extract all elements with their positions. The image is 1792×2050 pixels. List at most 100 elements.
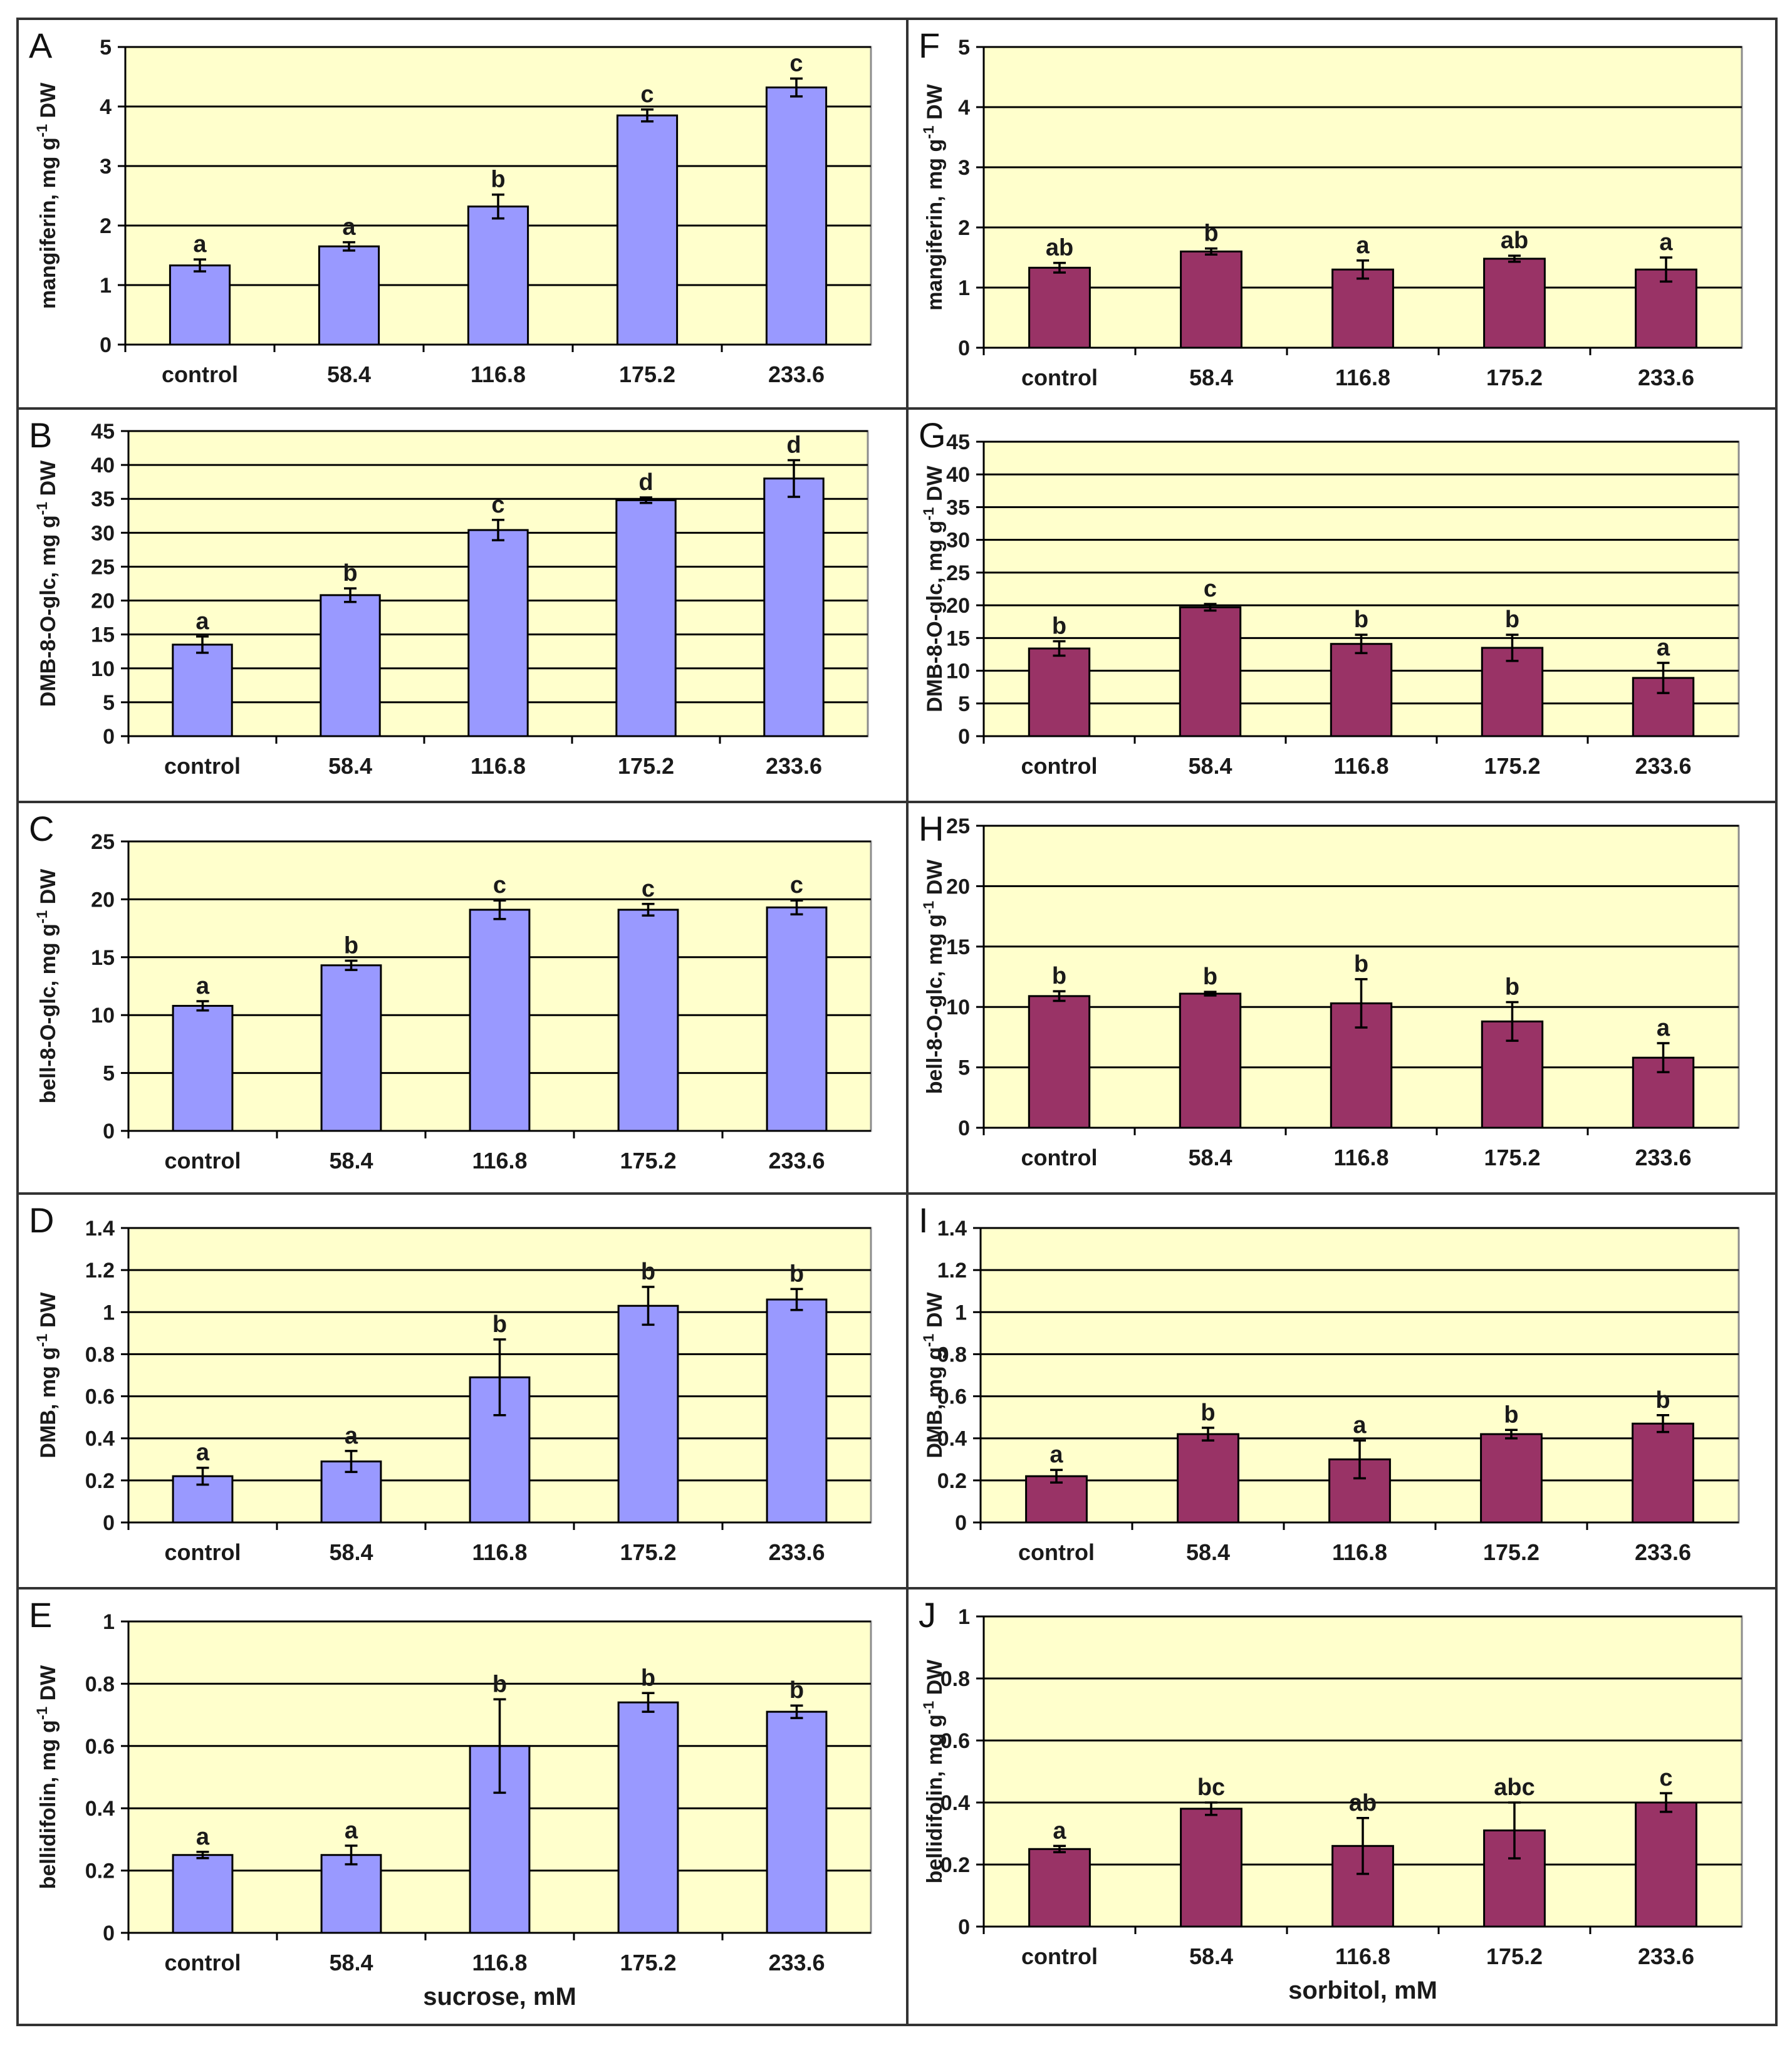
y-tick-label: 1.4: [937, 1217, 967, 1241]
y-tick-label: 5: [958, 692, 970, 716]
bar: [1180, 1808, 1242, 1928]
y-tick-label: 0.8: [85, 1672, 115, 1696]
y-tick-label: 0.8: [937, 1343, 967, 1366]
error-bar: [492, 519, 504, 541]
bar: [172, 1004, 234, 1132]
bar: [467, 529, 529, 737]
y-tick-label: 5: [100, 36, 112, 60]
x-category-label: control: [1021, 365, 1098, 390]
y-tick-label: 0.2: [85, 1860, 115, 1883]
panel-label: B: [29, 415, 52, 455]
error-bar: [1657, 662, 1670, 694]
y-tick-label: 30: [91, 521, 115, 545]
y-axis-title: mangiferin, mg g-1 DW: [34, 82, 61, 309]
significance-letter: b: [641, 1665, 655, 1691]
significance-letter: b: [1504, 1402, 1518, 1428]
significance-letter: c: [1659, 1765, 1672, 1791]
panel-label: G: [919, 415, 946, 455]
bar: [615, 499, 677, 737]
y-tick-label: 0: [103, 1120, 115, 1143]
x-category-label: 116.8: [1333, 753, 1388, 779]
error-bar: [1053, 990, 1066, 1002]
error-bar: [1355, 633, 1368, 655]
y-axis-title: mangiferin, mg g-1 DW: [920, 83, 947, 310]
y-tick-label: 0.8: [85, 1343, 115, 1366]
bar: [318, 245, 380, 346]
x-category-label: 116.8: [471, 753, 526, 779]
bar: [766, 906, 828, 1132]
significance-letter: b: [1052, 613, 1066, 640]
x-category-label: control: [1021, 1943, 1098, 1969]
error-bar: [1050, 1469, 1063, 1484]
error-bar: [1657, 1042, 1670, 1074]
bar: [766, 1298, 828, 1524]
significance-letter: a: [196, 973, 210, 999]
panel-g: 0 5 10 15 20 25 30 35 40 45 b control c 58.4 b 116.8 b 17…: [906, 407, 1778, 803]
x-category-label: 58.4: [329, 1148, 373, 1173]
bar: [320, 964, 382, 1132]
error-bar: [790, 899, 803, 916]
bar: [1177, 1433, 1239, 1524]
y-tick-label: 5: [958, 36, 970, 60]
y-tick-label: 45: [91, 420, 115, 444]
y-tick-label: 0: [100, 333, 112, 357]
error-bar: [493, 1338, 506, 1417]
significance-letter: c: [640, 81, 654, 108]
y-tick-label: 15: [91, 946, 115, 970]
error-bar: [1357, 1817, 1369, 1875]
y-tick-label: 0.4: [937, 1427, 967, 1451]
y-tick-label: 5: [958, 1056, 970, 1080]
y-tick-label: 0.4: [940, 1791, 970, 1815]
significance-letter: b: [1655, 1387, 1670, 1413]
error-bar: [1205, 247, 1217, 256]
x-category-label: 116.8: [472, 1950, 527, 1975]
error-bar: [790, 1704, 803, 1719]
error-bar: [1505, 1428, 1518, 1440]
x-category-label: 58.4: [328, 753, 372, 779]
y-tick-label: 45: [946, 430, 970, 454]
error-bar: [1657, 1414, 1669, 1433]
error-bar: [1355, 978, 1368, 1029]
significance-letter: c: [491, 492, 504, 518]
error-bar: [196, 1851, 209, 1860]
y-tick-label: 25: [91, 555, 115, 579]
x-category-label: 116.8: [472, 1148, 527, 1173]
significance-letter: b: [1052, 963, 1066, 989]
x-category-label: 175.2: [1484, 753, 1540, 779]
error-bar: [640, 496, 652, 504]
bar: [1028, 266, 1091, 349]
y-tick-label: 4: [100, 95, 112, 119]
bar: [172, 1854, 234, 1934]
significance-letter: a: [193, 231, 207, 258]
y-tick-label: 1.4: [85, 1217, 115, 1241]
significance-letter: b: [641, 1259, 655, 1285]
error-bar: [1660, 256, 1672, 283]
significance-letter: a: [1657, 635, 1670, 661]
significance-letter: c: [493, 872, 506, 898]
x-category-label: 58.4: [327, 362, 371, 387]
y-tick-label: 0.6: [937, 1385, 967, 1409]
panel-label: C: [29, 809, 54, 848]
panel-label: F: [919, 26, 940, 65]
y-tick-label: 25: [946, 814, 970, 838]
y-tick-label: 0: [103, 1922, 115, 1945]
panel-j: 0 0.2 0.4 0.6 0.8 1 a control bc 58.4 ab 116.8 abc 17…: [906, 1587, 1778, 2026]
y-tick-label: 15: [91, 623, 115, 647]
x-category-label: 175.2: [1486, 365, 1543, 390]
error-bar: [790, 1288, 803, 1311]
y-tick-label: 35: [91, 487, 115, 511]
bar: [1180, 250, 1242, 349]
x-category-label: 233.6: [768, 1148, 825, 1173]
significance-letter: b: [789, 1677, 804, 1704]
y-tick-label: 1: [103, 1610, 115, 1634]
panel-b: 0 5 10 15 20 25 30 35 40 45 a control b 58.4 c 116.8 d 17…: [16, 407, 909, 803]
bar: [1635, 268, 1697, 349]
bar: [469, 908, 531, 1132]
y-tick-label: 10: [91, 657, 115, 681]
panel-e: 0 0.2 0.4 0.6 0.8 1 a control a 58.4 b 116.8 b 175.2 b…: [16, 1587, 909, 2026]
y-tick-label: 0: [955, 1511, 967, 1535]
x-category-label: 116.8: [1335, 1943, 1390, 1969]
y-tick-label: 4: [958, 96, 970, 120]
x-category-label: 175.2: [1483, 1539, 1539, 1565]
bar: [1179, 606, 1242, 737]
